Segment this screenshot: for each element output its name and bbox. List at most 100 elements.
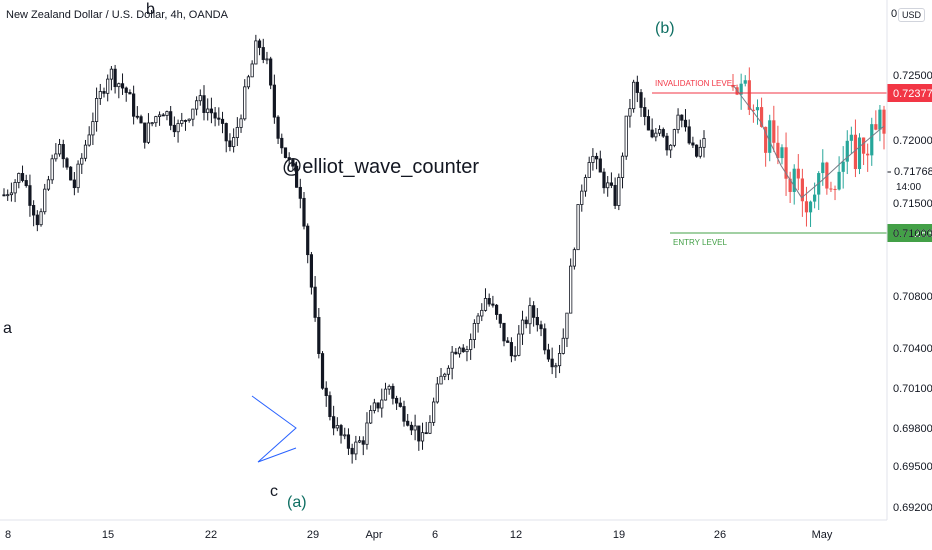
forecast-candle-body [768, 120, 772, 153]
forecast-candle-body [878, 109, 882, 130]
overlays: INVALIDATION LEVEL 0.72377 ENTRY LEVEL 0.71… [251, 79, 932, 463]
wave-label-paren-a: (a) [287, 494, 307, 511]
price-tick-label: 0.72500 [893, 70, 932, 82]
currency-button[interactable]: USD [898, 8, 926, 22]
candle-body [565, 312, 569, 339]
candle-body [157, 114, 162, 117]
candle-body [72, 179, 76, 189]
candle-body [65, 158, 69, 168]
candle-body [306, 225, 310, 256]
candle-body [106, 78, 110, 94]
wave-label-paren-b: (b) [655, 20, 675, 37]
candle-body [9, 192, 14, 196]
candle-body [691, 142, 695, 146]
candle-body [202, 95, 206, 113]
candle-body [394, 397, 399, 404]
candle-body [694, 144, 699, 157]
candle-body [313, 286, 317, 318]
candle-body [683, 119, 688, 128]
candle-body [443, 373, 447, 377]
candle-body [239, 118, 243, 128]
invalidation-price-tag [887, 84, 932, 102]
candle-body [572, 249, 576, 267]
forecast-candle-body [796, 168, 800, 179]
candle-body [372, 402, 376, 411]
time-tick-label: 26 [714, 529, 726, 541]
candle-body [328, 395, 332, 418]
wave-label-b: b [146, 1, 155, 18]
candle-body [17, 173, 21, 183]
candle-body [187, 118, 191, 121]
candle-body [87, 134, 91, 146]
candle-body [520, 319, 525, 335]
time-tick-label: 15 [102, 529, 114, 541]
candle-body [450, 351, 454, 369]
candle-body [2, 194, 6, 197]
forecast-candle-body [870, 124, 874, 156]
candle-body [13, 182, 17, 194]
price-tick-label: 0.71500 [893, 198, 932, 210]
candle-body [46, 179, 51, 190]
candle-body [243, 86, 247, 120]
candle-body [280, 137, 284, 149]
price-axis[interactable]: 0.72500 0.72000 0.71500 0.71000 0.70800 0.704… [886, 0, 932, 520]
candle-body [83, 144, 88, 159]
triangle-pattern [251, 395, 297, 463]
candle-body [432, 401, 436, 423]
price-tick-label: 0.69500 [893, 461, 932, 473]
candle-body [61, 144, 65, 160]
candle-body [169, 111, 173, 126]
candle-body [457, 347, 462, 355]
candle-body [54, 153, 58, 160]
forecast-candle-body [874, 124, 878, 130]
candle-body [194, 100, 199, 110]
candle-body [494, 304, 499, 315]
forecast-candle-body [845, 140, 849, 162]
forecast-candle-body [829, 188, 833, 190]
time-tick-label: 19 [613, 529, 625, 541]
forecast-candle-body [780, 147, 784, 159]
forecast-candle-body [776, 142, 780, 159]
candle-body [543, 328, 547, 351]
candle-body [454, 351, 458, 355]
candle-body [124, 87, 128, 93]
invalidation-price: 0.72377 [893, 88, 932, 100]
candle-body [528, 305, 532, 325]
candle-body [272, 84, 276, 118]
candle-body [24, 180, 28, 187]
candle-body [402, 406, 406, 422]
candle-body [650, 129, 654, 138]
candle-body [172, 124, 176, 133]
price-tick-label: 0.72000 [893, 135, 932, 147]
time-tick-label: May [812, 529, 833, 541]
candle-body [132, 93, 136, 117]
forecast-candle-body [784, 147, 788, 179]
candle-body [624, 115, 628, 157]
candle-body [191, 108, 195, 120]
candle-body [209, 108, 214, 114]
candle-body [654, 132, 658, 138]
candle-body [583, 177, 588, 192]
candle-body [465, 349, 469, 353]
candle-body [257, 40, 262, 48]
candle-body [339, 425, 343, 436]
candle-body [620, 155, 625, 178]
candle-body [380, 399, 384, 409]
candle-body [532, 305, 536, 318]
candle-body [269, 58, 273, 86]
candle-body [80, 157, 84, 165]
candle-body [102, 91, 106, 94]
candle-body [180, 120, 184, 124]
candle-body [598, 158, 602, 173]
candle-body [294, 165, 299, 188]
candle-body [254, 40, 258, 65]
candle-body [409, 424, 414, 431]
candle-body [446, 367, 451, 375]
forecast-candle-body [731, 84, 735, 88]
forecast-candle-body [841, 161, 845, 172]
price-tick-label: 0.70800 [893, 291, 932, 303]
time-axis[interactable]: 8 15 22 29 Apr 6 12 19 26 May [0, 519, 887, 541]
candle-body [246, 76, 251, 88]
candle-body [150, 122, 154, 125]
